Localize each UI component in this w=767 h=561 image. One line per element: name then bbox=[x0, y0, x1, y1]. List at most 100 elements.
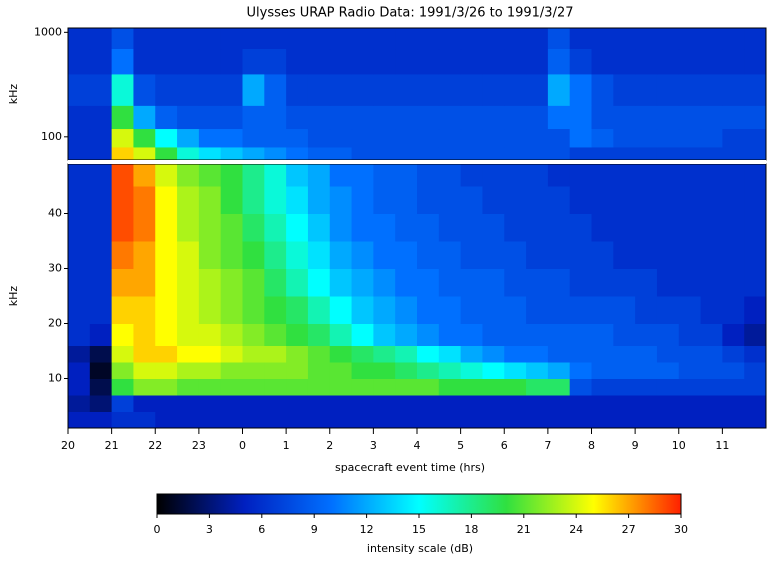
heatmap-cell bbox=[678, 268, 702, 297]
heatmap-cell bbox=[351, 268, 374, 297]
heatmap-cell bbox=[613, 345, 636, 363]
heatmap-cell bbox=[613, 48, 636, 75]
heatmap-cell bbox=[395, 411, 418, 429]
y-tick-label: 20 bbox=[48, 317, 62, 330]
heatmap-cell bbox=[133, 164, 156, 187]
heatmap-cell bbox=[264, 345, 287, 363]
heatmap-cell bbox=[89, 268, 113, 297]
heatmap-cell bbox=[656, 28, 680, 50]
x-tick-label: 1 bbox=[283, 439, 290, 452]
heatmap-cell bbox=[198, 213, 222, 242]
heatmap-cell bbox=[177, 128, 200, 148]
x-tick-label: 11 bbox=[715, 439, 729, 452]
heatmap-cell bbox=[286, 411, 309, 429]
heatmap-cell bbox=[656, 323, 680, 346]
heatmap-cell bbox=[373, 164, 396, 187]
heatmap-cell bbox=[286, 48, 309, 75]
heatmap-cell bbox=[635, 213, 658, 242]
heatmap-cell bbox=[307, 378, 331, 396]
heatmap-cell bbox=[177, 323, 200, 346]
heatmap-cell bbox=[329, 411, 353, 429]
heatmap-cell bbox=[656, 411, 680, 429]
heatmap-cell bbox=[547, 323, 571, 346]
heatmap-cell bbox=[111, 395, 134, 412]
heatmap-cell bbox=[220, 362, 243, 379]
heatmap-cell bbox=[460, 105, 483, 130]
heatmap-cell bbox=[329, 73, 353, 106]
heatmap-cell bbox=[395, 395, 418, 412]
heatmap-cell bbox=[591, 146, 614, 161]
heatmap-cell bbox=[155, 186, 178, 214]
heatmap-cell bbox=[417, 48, 440, 75]
heatmap-cell bbox=[329, 323, 353, 346]
heatmap-cell bbox=[286, 105, 309, 130]
heatmap-cell bbox=[111, 128, 134, 148]
heatmap-cell bbox=[111, 241, 134, 269]
heatmap-cell bbox=[155, 146, 178, 161]
heatmap-cell bbox=[242, 186, 265, 214]
heatmap-cell bbox=[329, 164, 353, 187]
heatmap-cell bbox=[547, 164, 571, 187]
heatmap-cell bbox=[242, 146, 265, 161]
heatmap-cell bbox=[351, 28, 374, 50]
heatmap-cell bbox=[177, 186, 200, 214]
heatmap-cell bbox=[613, 105, 636, 130]
heatmap-cell bbox=[504, 345, 527, 363]
heatmap-cell bbox=[177, 362, 200, 379]
heatmap-cell bbox=[111, 345, 134, 363]
heatmap-cell bbox=[700, 105, 723, 130]
heatmap-cell bbox=[526, 28, 549, 50]
heatmap-cell bbox=[504, 105, 527, 130]
heatmap-cell bbox=[635, 378, 658, 396]
heatmap-cell bbox=[722, 128, 745, 148]
heatmap-cell bbox=[286, 268, 309, 297]
heatmap-cell bbox=[133, 128, 156, 148]
heatmap-cell bbox=[351, 48, 374, 75]
x-tick-label: 20 bbox=[61, 439, 75, 452]
heatmap-cell bbox=[133, 296, 156, 324]
heatmap-cell bbox=[155, 128, 178, 148]
heatmap-cell bbox=[133, 362, 156, 379]
heatmap-cell bbox=[678, 186, 702, 214]
heatmap-cell bbox=[198, 323, 222, 346]
heatmap-cell bbox=[220, 28, 243, 50]
heatmap-cell bbox=[68, 268, 91, 297]
heatmap-cell bbox=[482, 28, 505, 50]
heatmap-cell bbox=[591, 268, 614, 297]
heatmap-cell bbox=[722, 48, 745, 75]
heatmap-cell bbox=[722, 345, 745, 363]
heatmap-cell bbox=[635, 146, 658, 161]
heatmap-cell bbox=[569, 395, 592, 412]
heatmap-cell bbox=[111, 105, 134, 130]
heatmap-cell bbox=[460, 146, 483, 161]
heatmap-cell bbox=[373, 345, 396, 363]
heatmap-cell bbox=[395, 146, 418, 161]
heatmap-cell bbox=[417, 345, 440, 363]
heatmap-cell bbox=[482, 345, 505, 363]
heatmap-cell bbox=[89, 362, 113, 379]
heatmap-cell bbox=[613, 378, 636, 396]
heatmap-cell bbox=[482, 378, 505, 396]
heatmap-cell bbox=[286, 241, 309, 269]
heatmap-cell bbox=[591, 362, 614, 379]
heatmap-cell bbox=[68, 48, 91, 75]
heatmap-cell bbox=[155, 378, 178, 396]
heatmap-cell bbox=[526, 73, 549, 106]
heatmap-cell bbox=[722, 395, 745, 412]
heatmap-cell bbox=[569, 411, 592, 429]
heatmap-cell bbox=[635, 296, 658, 324]
heatmap-cell bbox=[220, 213, 243, 242]
heatmap-cell bbox=[700, 411, 723, 429]
heatmap-cell bbox=[286, 164, 309, 187]
heatmap-cell bbox=[744, 323, 767, 346]
heatmap-cell bbox=[417, 105, 440, 130]
heatmap-cell bbox=[264, 186, 287, 214]
heatmap-cell bbox=[220, 186, 243, 214]
heatmap-cell bbox=[460, 186, 483, 214]
heatmap-cell bbox=[526, 323, 549, 346]
heatmap-cell bbox=[351, 73, 374, 106]
heatmap-cell bbox=[329, 296, 353, 324]
heatmap-cell bbox=[417, 164, 440, 187]
heatmap-cell bbox=[155, 323, 178, 346]
heatmap-cell bbox=[177, 395, 200, 412]
